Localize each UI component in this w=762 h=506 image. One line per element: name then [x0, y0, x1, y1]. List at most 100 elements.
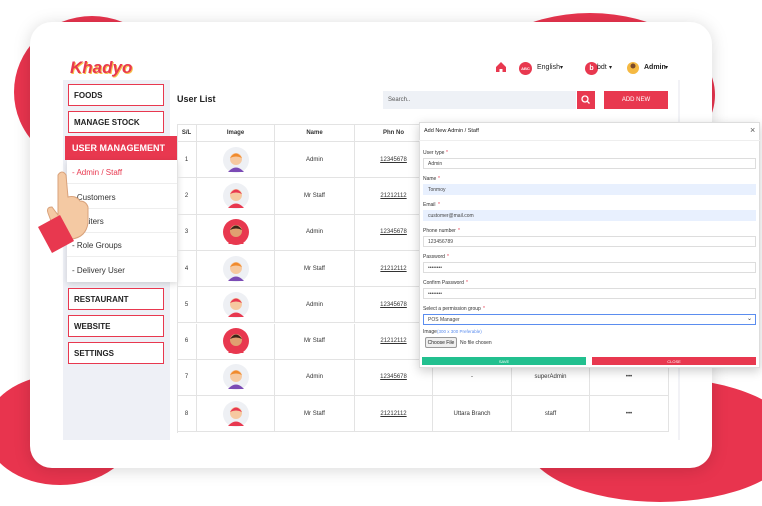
caret: ▾ [665, 65, 669, 71]
search-button[interactable] [577, 91, 595, 109]
column-header: Image [197, 124, 275, 142]
search-input[interactable]: Search.. [383, 91, 576, 109]
table-cell[interactable]: 21212112 [355, 396, 433, 433]
avatar [222, 255, 249, 282]
save-button[interactable]: SAVE [422, 357, 586, 365]
divider [67, 256, 178, 257]
select-arrow: ⌄ [747, 316, 753, 322]
field-label: Email [423, 202, 436, 208]
home-icon[interactable] [496, 62, 506, 72]
required-mark: * [438, 202, 440, 208]
pointing-hand [38, 171, 89, 253]
menu-item[interactable]: WEBSITE [68, 315, 164, 337]
table-cell: 3 [177, 214, 197, 251]
avatar [222, 291, 249, 318]
text-input[interactable]: Tonmoy [423, 184, 756, 195]
table-cell: 5 [177, 287, 197, 324]
table-cell: Admin [275, 287, 355, 324]
table-cell[interactable]: ••• [590, 396, 669, 433]
menu-item-active[interactable]: USER MANAGEMENT [65, 136, 178, 160]
field-label: Select a permission group [423, 306, 481, 312]
text-input[interactable]: •••••••• [423, 288, 756, 299]
modal-close[interactable]: × [750, 125, 756, 135]
avatar-cell [197, 214, 275, 251]
caret: ▾ [609, 65, 613, 71]
required-mark: * [466, 280, 468, 286]
divider [419, 140, 760, 141]
avatar [222, 400, 249, 427]
avatar [222, 182, 249, 209]
image-hint: (300 x 300 Preferable) [437, 329, 482, 334]
avatar-cell [197, 287, 275, 324]
table-cell: 4 [177, 250, 197, 288]
avatar-cell [197, 396, 275, 433]
field-label: Password [423, 254, 445, 260]
required-mark: * [438, 176, 440, 182]
caret: ▾ [560, 65, 564, 71]
avatar-cell [197, 178, 275, 215]
field-label: User type [423, 150, 445, 156]
required-mark: * [483, 306, 485, 312]
table-cell: Mr Staff [275, 396, 355, 433]
avatar [222, 219, 249, 246]
menu-item[interactable]: SETTINGS [68, 342, 164, 364]
field-label: Name [423, 176, 437, 182]
table-cell[interactable]: 12345678 [355, 359, 433, 397]
table-cell: Mr Staff [275, 323, 355, 360]
required-mark: * [446, 150, 448, 156]
table-cell[interactable]: ••• [590, 359, 669, 397]
select-input[interactable]: POS Manager [423, 314, 756, 325]
avatar-cell [197, 359, 275, 397]
menu-item[interactable]: MANAGE STOCK [68, 111, 164, 133]
table-cell: 2 [177, 178, 197, 215]
submenu-item[interactable]: - Admin / Staff [72, 168, 123, 177]
menu-item[interactable]: FOODS [68, 84, 164, 106]
avatar [222, 146, 249, 173]
avatar [222, 328, 249, 355]
table-cell: Mr Staff [275, 178, 355, 215]
table-cell: 1 [177, 142, 197, 179]
user-menu[interactable]: Admin [644, 64, 666, 71]
language-menu[interactable]: English [537, 64, 560, 71]
text-input[interactable]: Admin [423, 158, 756, 169]
table-cell: 6 [177, 323, 197, 360]
table-cell: - [433, 359, 512, 397]
text-input[interactable]: 123456789 [423, 236, 756, 247]
table-cell: 8 [177, 396, 197, 433]
close-button[interactable]: CLOSE [592, 357, 756, 365]
text-input[interactable]: •••••••• [423, 262, 756, 273]
submenu-item[interactable]: - Customers [72, 193, 116, 202]
avatar-cell [197, 142, 275, 179]
add-button[interactable]: ADD NEW [604, 91, 668, 109]
table-cell: Uttara Branch [433, 396, 512, 433]
table-cell: superAdmin [512, 359, 590, 397]
menu-item[interactable]: RESTAURANT [68, 288, 164, 310]
table-cell: 7 [177, 359, 197, 397]
submenu-item[interactable]: - Role Groups [72, 241, 122, 250]
avatar [222, 364, 249, 391]
table-cell: Admin [275, 359, 355, 397]
divider [67, 183, 178, 184]
logo[interactable]: Khadyo [70, 58, 133, 77]
currency-menu[interactable]: bdt [597, 64, 607, 71]
table-cell: Admin [275, 214, 355, 251]
language-badge: ABC [519, 62, 532, 75]
column-header: Name [275, 124, 355, 142]
file-button[interactable]: Choose File [425, 337, 457, 348]
currency-badge: b [585, 62, 598, 75]
text-input[interactable]: customer@mail.com [423, 210, 756, 221]
avatar-cell [197, 323, 275, 360]
modal-title: Add New Admin / Staff [424, 128, 479, 134]
search-icon [581, 95, 590, 104]
avatar-cell [197, 250, 275, 288]
table-cell: Mr Staff [275, 250, 355, 288]
file-status: No file chosen [460, 340, 492, 346]
divider [67, 232, 178, 233]
table-cell: staff [512, 396, 590, 433]
submenu-item[interactable]: - Delivery User [72, 266, 125, 275]
divider [67, 208, 178, 209]
required-mark: * [458, 228, 460, 234]
page-title: User List [177, 94, 216, 104]
required-mark: * [447, 254, 449, 260]
